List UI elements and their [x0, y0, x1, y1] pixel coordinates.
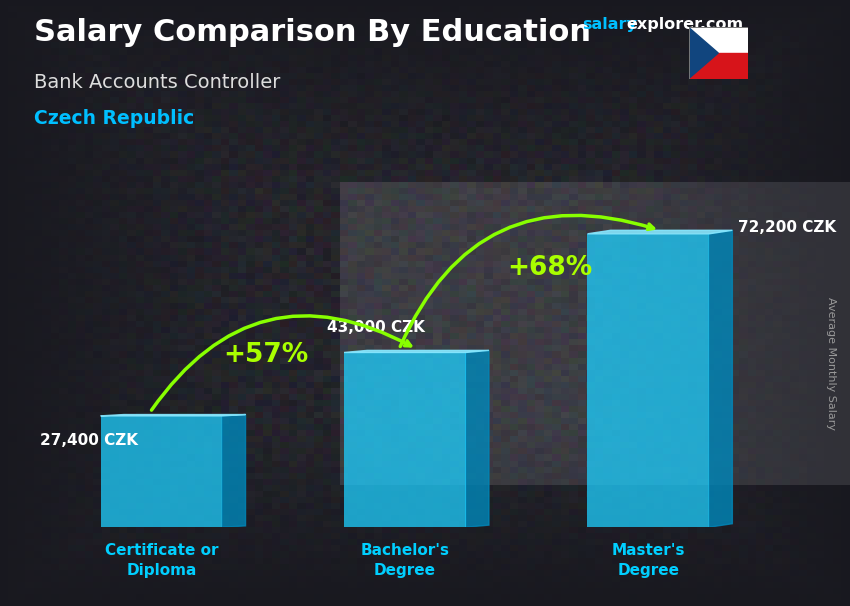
Bar	[688, 27, 748, 53]
Text: salary: salary	[582, 17, 638, 32]
Text: +57%: +57%	[224, 342, 309, 368]
Text: Average Monthly Salary: Average Monthly Salary	[826, 297, 836, 430]
Bar	[344, 353, 466, 527]
Text: 43,000 CZK: 43,000 CZK	[326, 320, 424, 335]
Bar	[100, 416, 223, 527]
Text: 27,400 CZK: 27,400 CZK	[40, 433, 139, 448]
Polygon shape	[344, 350, 489, 353]
Text: explorer.com: explorer.com	[626, 17, 744, 32]
Bar	[587, 234, 709, 527]
Text: +68%: +68%	[507, 255, 592, 281]
Text: Bank Accounts Controller: Bank Accounts Controller	[34, 73, 280, 92]
Text: Czech Republic: Czech Republic	[34, 109, 195, 128]
Polygon shape	[466, 350, 489, 527]
Bar	[688, 53, 748, 79]
Text: 72,200 CZK: 72,200 CZK	[738, 221, 836, 236]
Polygon shape	[587, 230, 733, 234]
Polygon shape	[688, 27, 718, 79]
Polygon shape	[100, 415, 246, 416]
Polygon shape	[709, 230, 733, 527]
Text: Salary Comparison By Education: Salary Comparison By Education	[34, 18, 591, 47]
Polygon shape	[223, 415, 246, 527]
